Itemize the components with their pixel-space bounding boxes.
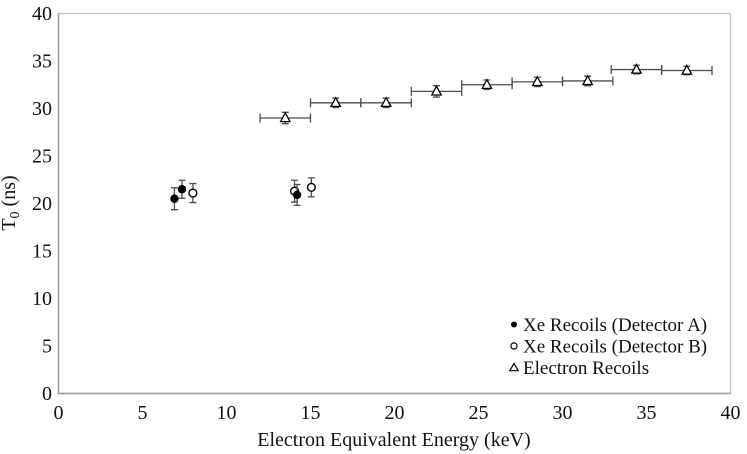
data-point-marker: [306, 182, 316, 192]
x-tick-label: 25: [469, 402, 489, 424]
y-tick-label: 15: [32, 241, 52, 263]
y-tick-label: 0: [42, 383, 52, 405]
data-point-marker: [581, 74, 594, 86]
y-tick-label: 30: [32, 98, 52, 120]
data-point-marker: [279, 111, 292, 123]
data-point-marker: [170, 194, 179, 203]
y-tick-label: 35: [32, 51, 52, 73]
legend-label: Xe Recoils (Detector B): [523, 337, 707, 358]
plot-frame: [57, 12, 732, 395]
legend: Xe Recoils (Detector A)Xe Recoils (Detec…: [508, 315, 707, 379]
x-tick-label: 30: [553, 402, 573, 424]
x-tick-label: 35: [637, 402, 657, 424]
y-tick-label: 40: [32, 3, 52, 25]
y-tick-label: 5: [42, 336, 52, 358]
legend-label: Xe Recoils (Detector A): [523, 315, 707, 336]
y-tick-label: 10: [32, 288, 52, 310]
legend-item-xe-recoils-detector-b: Xe Recoils (Detector B): [510, 337, 707, 358]
data-point-marker: [630, 63, 643, 74]
x-tick-label: 0: [54, 402, 64, 424]
data-point-marker: [329, 96, 342, 108]
legend-filled-circle-icon: [511, 321, 517, 328]
data-point-marker: [380, 96, 392, 108]
data-point-marker: [430, 84, 443, 96]
legend-label: Electron Recoils: [523, 358, 649, 379]
x-tick-label: 5: [138, 402, 148, 424]
x-tick-label: 20: [385, 402, 405, 424]
legend-open-triangle-icon: [508, 362, 520, 372]
data-point-marker: [177, 185, 187, 194]
y-axis-title-subscript: 0: [8, 211, 23, 218]
x-tick-label: 10: [217, 402, 237, 424]
data-points: [170, 63, 713, 211]
data-point-marker: [681, 64, 693, 75]
y-axis-title-main: T: [0, 218, 20, 230]
data-point-marker: [531, 75, 544, 87]
series-electron-recoils: [259, 63, 713, 125]
legend-item-electron-recoils: Electron Recoils: [508, 358, 649, 379]
axis-lines: [57, 13, 731, 395]
x-tick-label: 40: [721, 402, 741, 424]
y-tick-label: 20: [32, 193, 52, 215]
data-point-marker: [292, 190, 302, 200]
legend-open-circle-icon: [510, 342, 518, 350]
legend-item-xe-recoils-detector-a: Xe Recoils (Detector A): [511, 315, 707, 336]
axis-tick-labels: 0 5 10 15 20 25 30 35 40 0 5 10 15 20 25 30 35 40: [32, 3, 741, 424]
y-axis-title-unit: (ns): [0, 175, 20, 211]
x-axis-title: Electron Equivalent Energy (keV): [257, 429, 530, 451]
series-xe-recoils-detector-a: [170, 179, 302, 211]
data-point-marker: [188, 188, 198, 198]
x-tick-label: 15: [301, 402, 321, 424]
data-point-marker: [481, 78, 493, 89]
y-tick-label: 25: [32, 146, 52, 168]
y-axis-title: T0 (ns): [0, 175, 23, 230]
